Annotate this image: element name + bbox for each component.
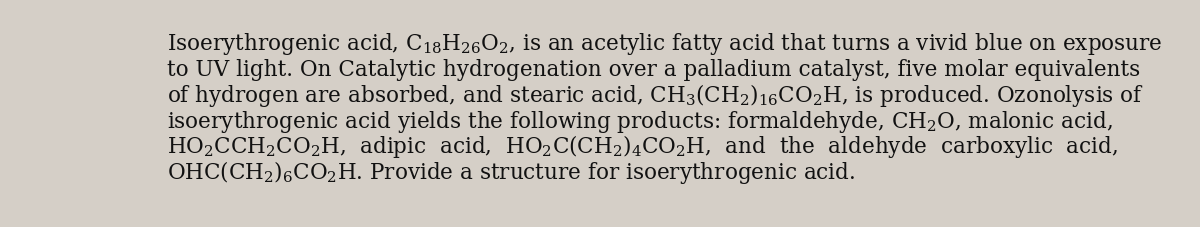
Text: to UV light. On Catalytic hydrogenation over a palladium catalyst, five molar eq: to UV light. On Catalytic hydrogenation … bbox=[167, 59, 1140, 81]
Text: of hydrogen are absorbed, and stearic acid, $\mathregular{CH_{3}(CH_{2})_{16}CO_: of hydrogen are absorbed, and stearic ac… bbox=[167, 82, 1144, 109]
Text: Isoerythrogenic acid, $\mathregular{C_{18}H_{26}O_{2}}$, is an acetylic fatty ac: Isoerythrogenic acid, $\mathregular{C_{1… bbox=[167, 31, 1163, 57]
Text: isoerythrogenic acid yields the following products: formaldehyde, $\mathregular{: isoerythrogenic acid yields the followin… bbox=[167, 109, 1112, 135]
Text: $\mathregular{OHC(CH_{2})_{6}CO_{2}H}$. Provide a structure for isoerythrogenic : $\mathregular{OHC(CH_{2})_{6}CO_{2}H}$. … bbox=[167, 159, 856, 186]
Text: $\mathregular{HO_{2}CCH_{2}CO_{2}H}$,  adipic  acid,  $\mathregular{HO_{2}C(CH_{: $\mathregular{HO_{2}CCH_{2}CO_{2}H}$, ad… bbox=[167, 133, 1117, 160]
